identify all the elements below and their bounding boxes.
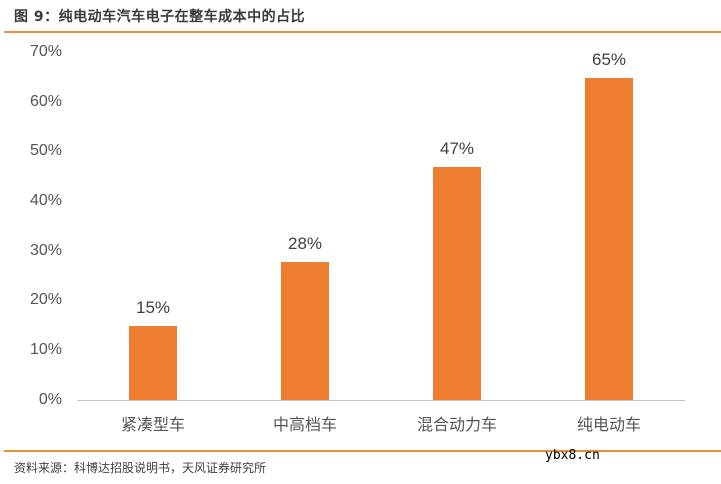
x-axis-line xyxy=(77,400,685,401)
y-tick: 20% xyxy=(29,291,62,308)
bar-electric-car xyxy=(585,78,633,400)
source-note: 资料来源：科博达招股说明书，天风证券研究所 xyxy=(14,461,267,475)
y-tick: 0% xyxy=(38,391,62,408)
bar-compact-car xyxy=(129,326,177,400)
x-label: 混合动力车 xyxy=(416,415,497,434)
y-tick: 70% xyxy=(29,43,62,60)
x-label: 纯电动车 xyxy=(576,415,641,434)
y-tick: 40% xyxy=(29,192,62,209)
top-divider xyxy=(4,31,721,33)
value-label: 65% xyxy=(591,50,627,69)
bar-hybrid-car xyxy=(433,167,481,400)
x-label: 中高档车 xyxy=(272,415,337,434)
watermark: ybx8.cn xyxy=(545,448,600,463)
y-tick: 10% xyxy=(29,341,62,358)
value-label: 28% xyxy=(287,234,323,253)
bar-chart: 0% 10% 20% 30% 40% 50% 60% 70% 15% 28% 4… xyxy=(29,43,685,434)
bottom-divider xyxy=(4,450,721,452)
bar-mid-high-car xyxy=(281,262,329,400)
value-label: 15% xyxy=(135,298,171,317)
y-tick: 50% xyxy=(29,142,62,159)
figure-title: 图 9：纯电动车汽车电子在整车成本中的占比 xyxy=(14,9,306,25)
x-label: 紧凑型车 xyxy=(120,415,185,434)
y-tick: 30% xyxy=(29,242,62,259)
value-label: 47% xyxy=(439,139,475,158)
y-tick: 60% xyxy=(29,93,62,110)
